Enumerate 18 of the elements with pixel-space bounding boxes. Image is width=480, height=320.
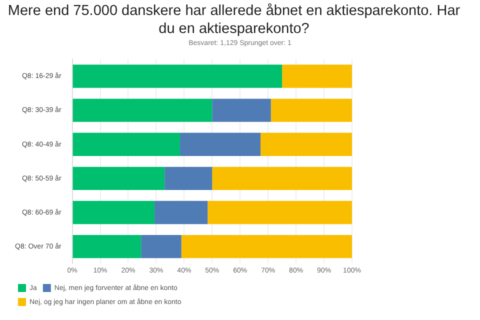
bar xyxy=(212,166,352,190)
bar xyxy=(72,64,282,88)
bar xyxy=(72,200,155,224)
bar xyxy=(208,200,352,224)
chart-title: Mere end 75.000 danskere har allerede åbnet en aktiesparekonto. Har du en aktiesparekonto? xyxy=(6,2,462,38)
bar xyxy=(164,166,212,190)
bar xyxy=(270,98,352,122)
bar xyxy=(212,98,271,122)
bar xyxy=(154,200,208,224)
bar xyxy=(141,234,182,258)
bar xyxy=(72,132,180,156)
bar xyxy=(72,166,165,190)
bar xyxy=(282,64,352,88)
bar xyxy=(181,234,352,258)
bar xyxy=(260,132,352,156)
bar xyxy=(72,98,212,122)
bar xyxy=(72,234,142,258)
bar xyxy=(180,132,261,156)
